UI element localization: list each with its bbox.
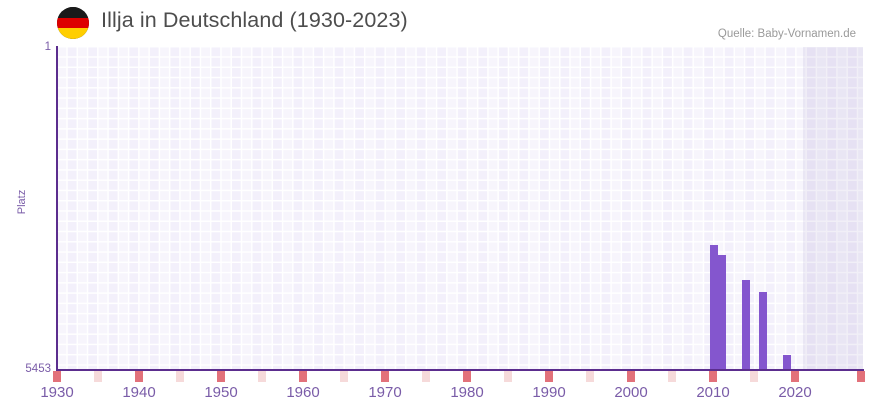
x-tick-minor-2015	[750, 371, 758, 382]
x-tick-2020	[791, 371, 799, 382]
chart-header: Illja in Deutschland (1930-2023) Quelle:…	[0, 0, 873, 46]
x-tick-minor-1995	[586, 371, 594, 382]
flag-band-red	[57, 17, 89, 29]
x-tick-label-1970: 1970	[368, 384, 402, 401]
x-tick-minor-2005	[668, 371, 676, 382]
x-tick-1960	[299, 371, 307, 382]
x-tick-1980	[463, 371, 471, 382]
x-tick-1950	[217, 371, 225, 382]
x-tick-label-1960: 1960	[286, 384, 320, 401]
x-tick-1930	[53, 371, 61, 382]
x-tick-minor-1985	[504, 371, 512, 382]
x-tick-minor-1935	[94, 371, 102, 382]
x-tick-label-1940: 1940	[122, 384, 156, 401]
shaded-region	[803, 47, 863, 370]
x-tick-1990	[545, 371, 553, 382]
page-title: Illja in Deutschland (1930-2023)	[101, 8, 408, 32]
x-tick-label-1990: 1990	[532, 384, 566, 401]
bar-2019[interactable]	[783, 355, 792, 370]
y-tick-label-top: 1	[44, 41, 51, 53]
x-axis-line	[56, 369, 864, 371]
x-tick-minor-1965	[340, 371, 348, 382]
x-tick-minor-1955	[258, 371, 266, 382]
bar-2016[interactable]	[758, 291, 767, 370]
x-tick-end	[857, 371, 865, 382]
x-tick-label-1980: 1980	[450, 384, 484, 401]
bar-2011[interactable]	[717, 254, 726, 370]
x-tick-minor-1975	[422, 371, 430, 382]
german-flag-icon	[57, 7, 89, 39]
y-axis-title: Platz	[16, 189, 28, 215]
x-tick-label-1930: 1930	[40, 384, 74, 401]
x-tick-minor-1945	[176, 371, 184, 382]
x-tick-label-2000: 2000	[614, 384, 648, 401]
source-attribution: Quelle: Baby-Vornamen.de	[717, 28, 856, 40]
y-axis-line	[56, 46, 58, 371]
x-tick-label-2020: 2020	[778, 384, 812, 401]
flag-band-gold	[57, 28, 89, 39]
x-tick-1970	[381, 371, 389, 382]
x-tick-1940	[135, 371, 143, 382]
x-tick-2010	[709, 371, 717, 382]
flag-band-black	[57, 7, 89, 18]
y-tick-label-bottom: 5453	[25, 363, 51, 375]
x-tick-label-1950: 1950	[204, 384, 238, 401]
bar-2010[interactable]	[709, 244, 718, 370]
x-tick-2000	[627, 371, 635, 382]
chart-plot-area	[57, 47, 863, 370]
x-tick-label-2010: 2010	[696, 384, 730, 401]
bar-2014[interactable]	[742, 280, 751, 370]
